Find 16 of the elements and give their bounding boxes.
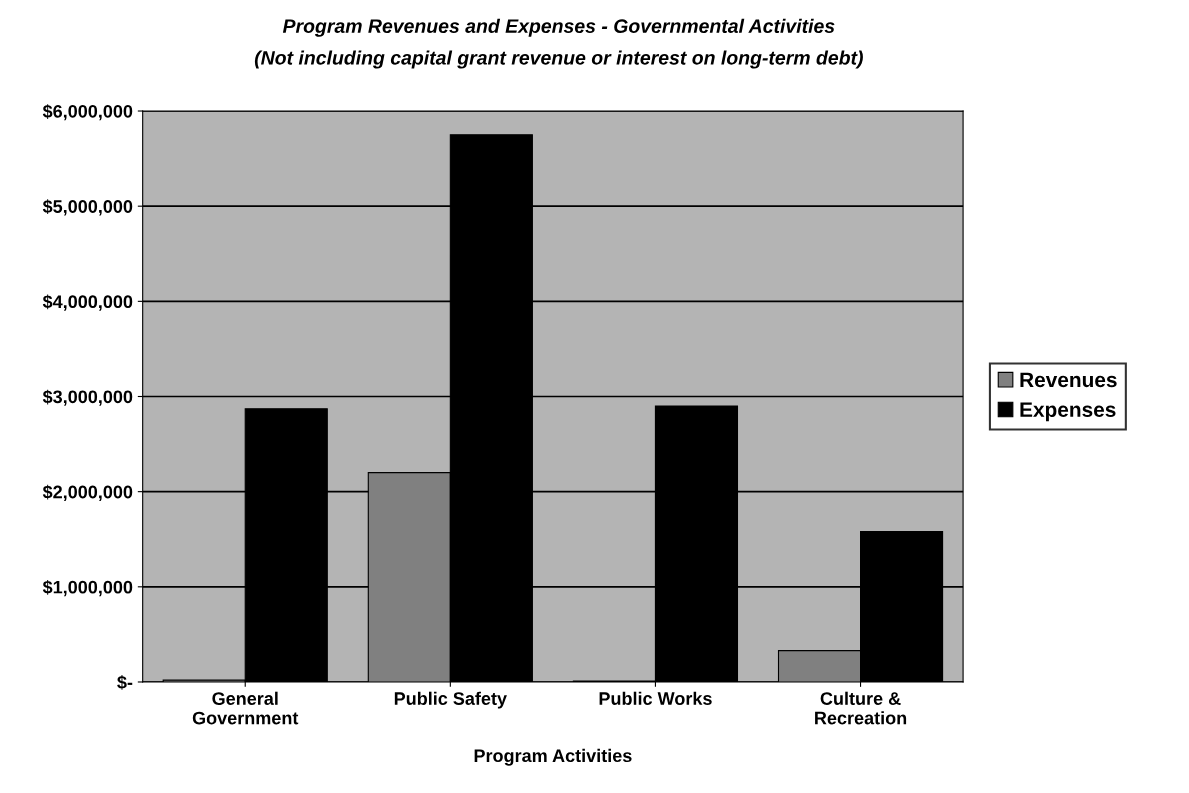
x-tick-label: Culture & Recreation [815, 691, 907, 725]
chart-subtitle: (Not including capital grant revenue or interest on long-term debt) [254, 50, 863, 69]
y-tick-label: $3,000,000 [42, 389, 133, 406]
x-tick-label: General Government [192, 691, 299, 725]
x-axis-title: Program Activities [474, 748, 632, 766]
y-tick-label: $4,000,000 [42, 294, 133, 311]
y-tick-label: $- [117, 675, 133, 690]
y-tick-label: $1,000,000 [42, 579, 133, 597]
x-tick-label: Public Works [599, 691, 712, 705]
legend-label: Revenues [1020, 372, 1117, 388]
legend-label: Expenses [1020, 402, 1116, 422]
y-tick-label: $2,000,000 [42, 484, 133, 501]
y-tick-label: $6,000,000 [42, 104, 133, 121]
chart-title: Program Revenues and Expenses - Governmental Activities [282, 18, 835, 37]
y-tick-label: $5,000,000 [42, 199, 133, 216]
x-tick-label: Public Safety [394, 691, 507, 709]
